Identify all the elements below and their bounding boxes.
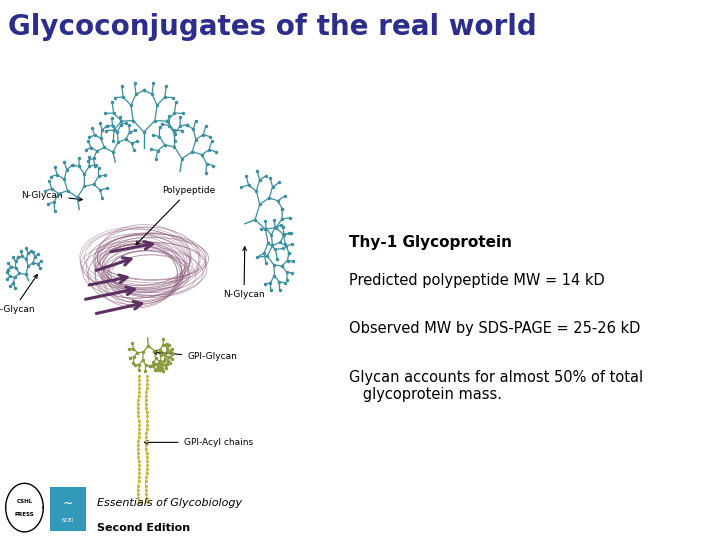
Text: N-Glycan: N-Glycan — [223, 247, 265, 299]
Text: GPI-Acyl chains: GPI-Acyl chains — [145, 438, 253, 447]
Text: Thy-1 Glycoprotein: Thy-1 Glycoprotein — [349, 235, 512, 250]
Text: Polypeptide: Polypeptide — [136, 186, 215, 245]
Text: PRESS: PRESS — [14, 511, 35, 517]
Text: GPI-Glycan: GPI-Glycan — [153, 351, 237, 361]
Text: N-Glycan: N-Glycan — [0, 275, 37, 314]
Text: Glycan accounts for almost 50% of total
   glycoprotein mass.: Glycan accounts for almost 50% of total … — [349, 370, 644, 402]
Text: Essentials of Glycobiology: Essentials of Glycobiology — [97, 498, 243, 508]
Text: NCBI: NCBI — [62, 518, 73, 523]
FancyBboxPatch shape — [50, 487, 86, 531]
Text: Glycoconjugates of the real world: Glycoconjugates of the real world — [8, 13, 536, 41]
Text: ∼: ∼ — [63, 497, 73, 510]
Text: CSHL: CSHL — [17, 498, 32, 504]
Text: Predicted polypeptide MW = 14 kD: Predicted polypeptide MW = 14 kD — [349, 273, 605, 288]
Text: Observed MW by SDS-PAGE = 25-26 kD: Observed MW by SDS-PAGE = 25-26 kD — [349, 321, 641, 336]
Text: Second Edition: Second Edition — [97, 523, 190, 533]
Text: N-Glycan: N-Glycan — [22, 191, 82, 201]
